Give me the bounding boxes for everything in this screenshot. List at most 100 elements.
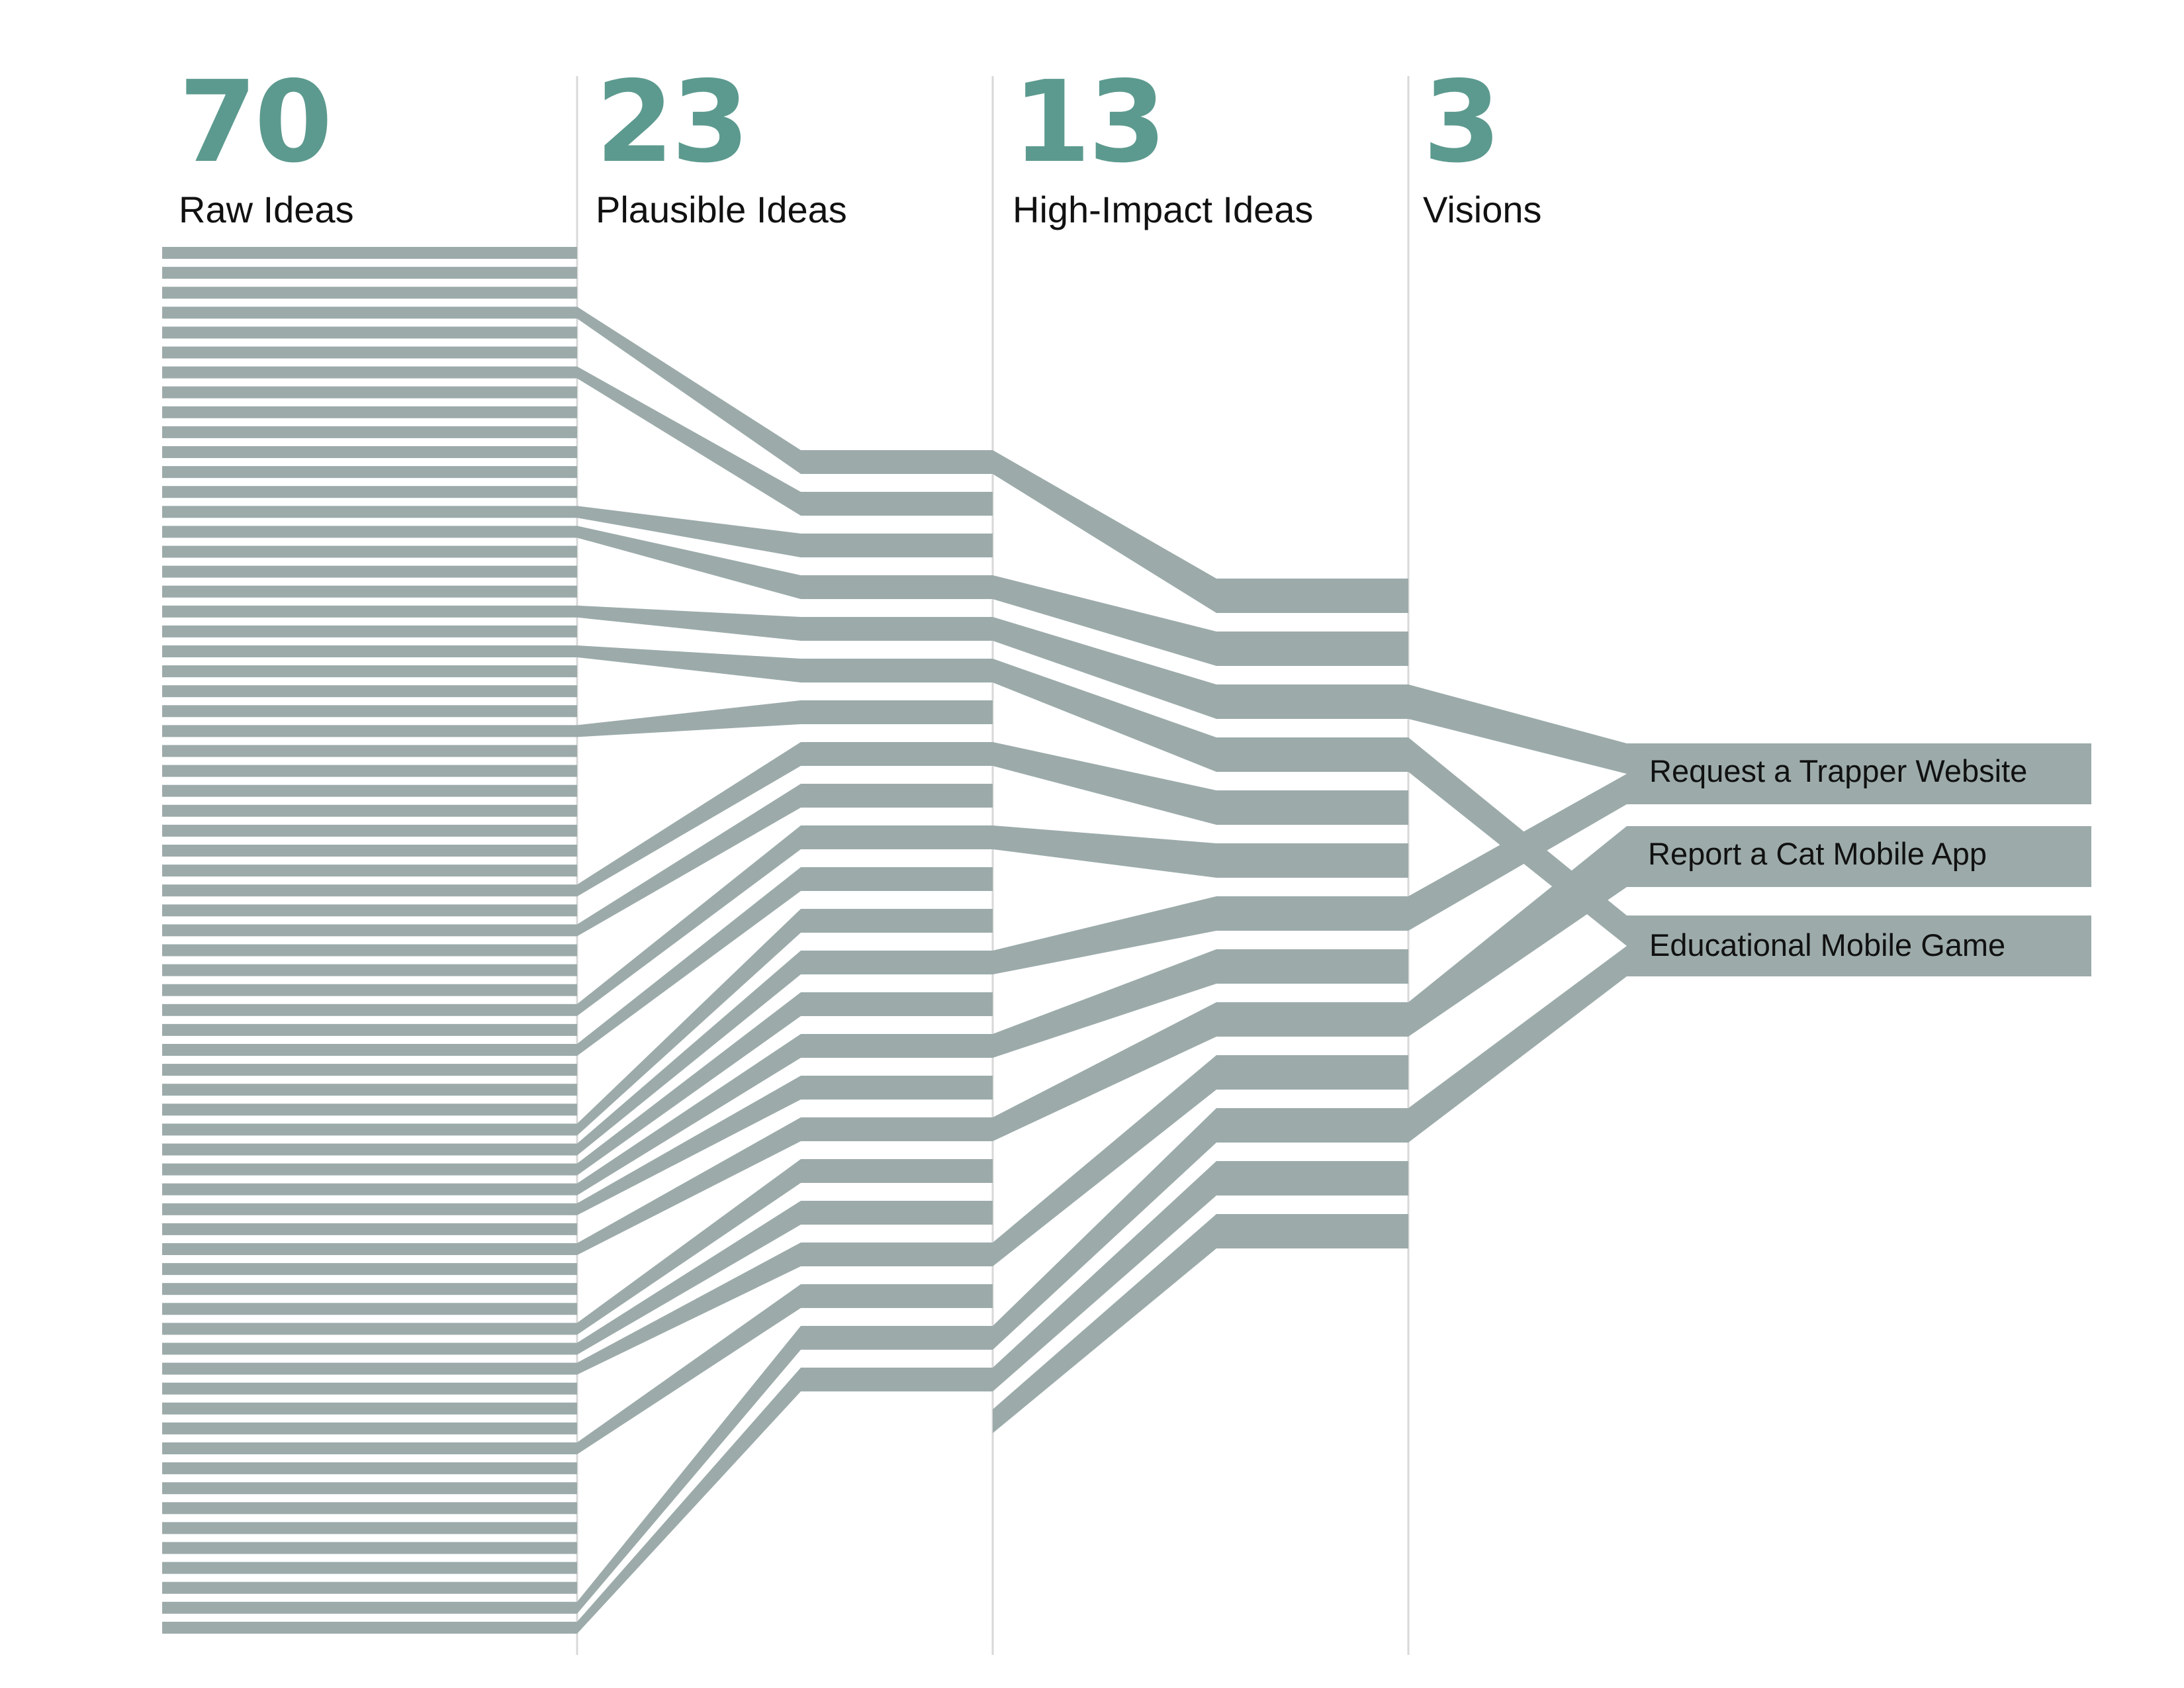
idea-bars [162,247,2091,1634]
raw-idea-bar [162,645,577,657]
raw-to-plausible-link [577,1201,801,1355]
high-impact-to-vision-link [1408,774,1627,931]
raw-idea-bar [162,1482,577,1495]
raw-idea-bar [162,1342,577,1355]
stage-header-plausible: 23 Plausible Ideas [596,66,847,231]
raw-to-plausible-link [577,1034,801,1196]
plausible-idea-bar [801,1326,993,1350]
raw-idea-bar [162,1103,577,1116]
raw-idea-bar [162,1502,577,1515]
raw-idea-bar [162,1562,577,1574]
raw-idea-bar [162,1522,577,1534]
stage-count-plausible: 23 [596,57,750,188]
vision-bar [1627,743,2091,804]
raw-idea-bar [162,944,577,957]
plausible-to-high-impact-link [993,575,1216,666]
raw-idea-bar [162,565,577,578]
raw-to-plausible-link [577,605,801,641]
high-impact-idea-bar [1216,1214,1408,1248]
plausible-idea-bar [801,1243,993,1266]
raw-idea-bar [162,625,577,637]
plausible-idea-bar [801,575,993,599]
high-impact-idea-bar [1216,1055,1408,1090]
raw-idea-bar [162,1323,577,1335]
vision-label-report-cat-app: Report a Cat Mobile App [1648,836,1987,871]
raw-idea-bar [162,745,577,757]
vision-bar [1627,826,2091,887]
plausible-idea-bar [801,1368,993,1391]
raw-idea-bar [162,426,577,438]
plausible-idea-bar [801,742,993,766]
flow-links [577,306,1627,1634]
raw-idea-bar [162,1601,577,1614]
raw-idea-bar [162,1402,577,1415]
plausible-to-high-impact-link [993,1108,1216,1350]
raw-idea-bar [162,784,577,797]
raw-idea-bar [162,884,577,897]
raw-idea-bar [162,1442,577,1454]
raw-to-plausible-link [577,742,801,897]
raw-idea-bar [162,466,577,479]
plausible-idea-bar [801,1159,993,1183]
raw-to-plausible-link [577,1159,801,1335]
plausible-idea-bar [801,825,993,849]
raw-idea-bar [162,287,577,299]
raw-idea-bar [162,804,577,817]
raw-idea-bar [162,486,577,498]
raw-to-plausible-link [577,366,801,516]
raw-idea-bar [162,1163,577,1176]
stage-label-high-impact: High-Impact Ideas [1013,189,1314,230]
raw-idea-bar [162,1064,577,1076]
raw-idea-bar [162,705,577,718]
raw-idea-bar [162,1581,577,1594]
high-impact-idea-bar [1216,843,1408,878]
high-impact-idea-bar [1216,632,1408,666]
plausible-idea-bar [801,1284,993,1308]
raw-idea-bar [162,545,577,558]
raw-idea-bar [162,326,577,339]
stage-label-raw: Raw Ideas [179,189,354,230]
raw-idea-bar [162,1044,577,1056]
raw-idea-bar [162,1004,577,1016]
plausible-idea-bar [801,1117,993,1141]
raw-idea-bar [162,1123,577,1136]
stage-count-high-impact: 13 [1013,57,1167,188]
stage-header-raw: 70 Raw Ideas [179,66,354,231]
high-impact-to-vision-link [1408,946,1627,1143]
raw-to-plausible-link [577,1243,801,1375]
raw-idea-bar [162,366,577,379]
plausible-idea-bar [801,659,993,682]
high-impact-idea-bar [1216,949,1408,984]
raw-idea-bar [162,1263,577,1276]
raw-idea-bar [162,1303,577,1315]
plausible-to-high-impact-link [993,1214,1216,1433]
raw-to-plausible-link [577,867,801,1056]
raw-idea-bar [162,1462,577,1475]
plausible-idea-bar [801,534,993,557]
plausible-to-high-impact-link [993,450,1216,613]
raw-idea-bar [162,1542,577,1554]
plausible-to-high-impact-link [993,617,1216,719]
raw-idea-bar [162,506,577,518]
raw-idea-bar [162,824,577,837]
raw-idea-bar [162,1243,577,1255]
raw-to-plausible-link [577,1117,801,1255]
raw-idea-bar [162,1223,577,1235]
raw-to-plausible-link [577,306,801,474]
plausible-idea-bar [801,700,993,724]
raw-idea-bar [162,605,577,618]
raw-idea-bar [162,765,577,777]
raw-idea-bar [162,865,577,877]
plausible-idea-bar [801,617,993,641]
raw-idea-bar [162,904,577,917]
raw-idea-bar [162,1183,577,1196]
raw-to-plausible-link [577,1076,801,1215]
stage-count-visions: 3 [1423,57,1501,188]
plausible-to-high-impact-link [993,949,1216,1058]
vision-label-trapper-website: Request a Trapper Website [1649,753,2028,788]
raw-idea-bar [162,665,577,678]
high-impact-idea-bar [1216,1108,1408,1143]
plausible-to-high-impact-link [993,1002,1216,1141]
plausible-idea-bar [801,867,993,891]
raw-idea-bar [162,1362,577,1375]
